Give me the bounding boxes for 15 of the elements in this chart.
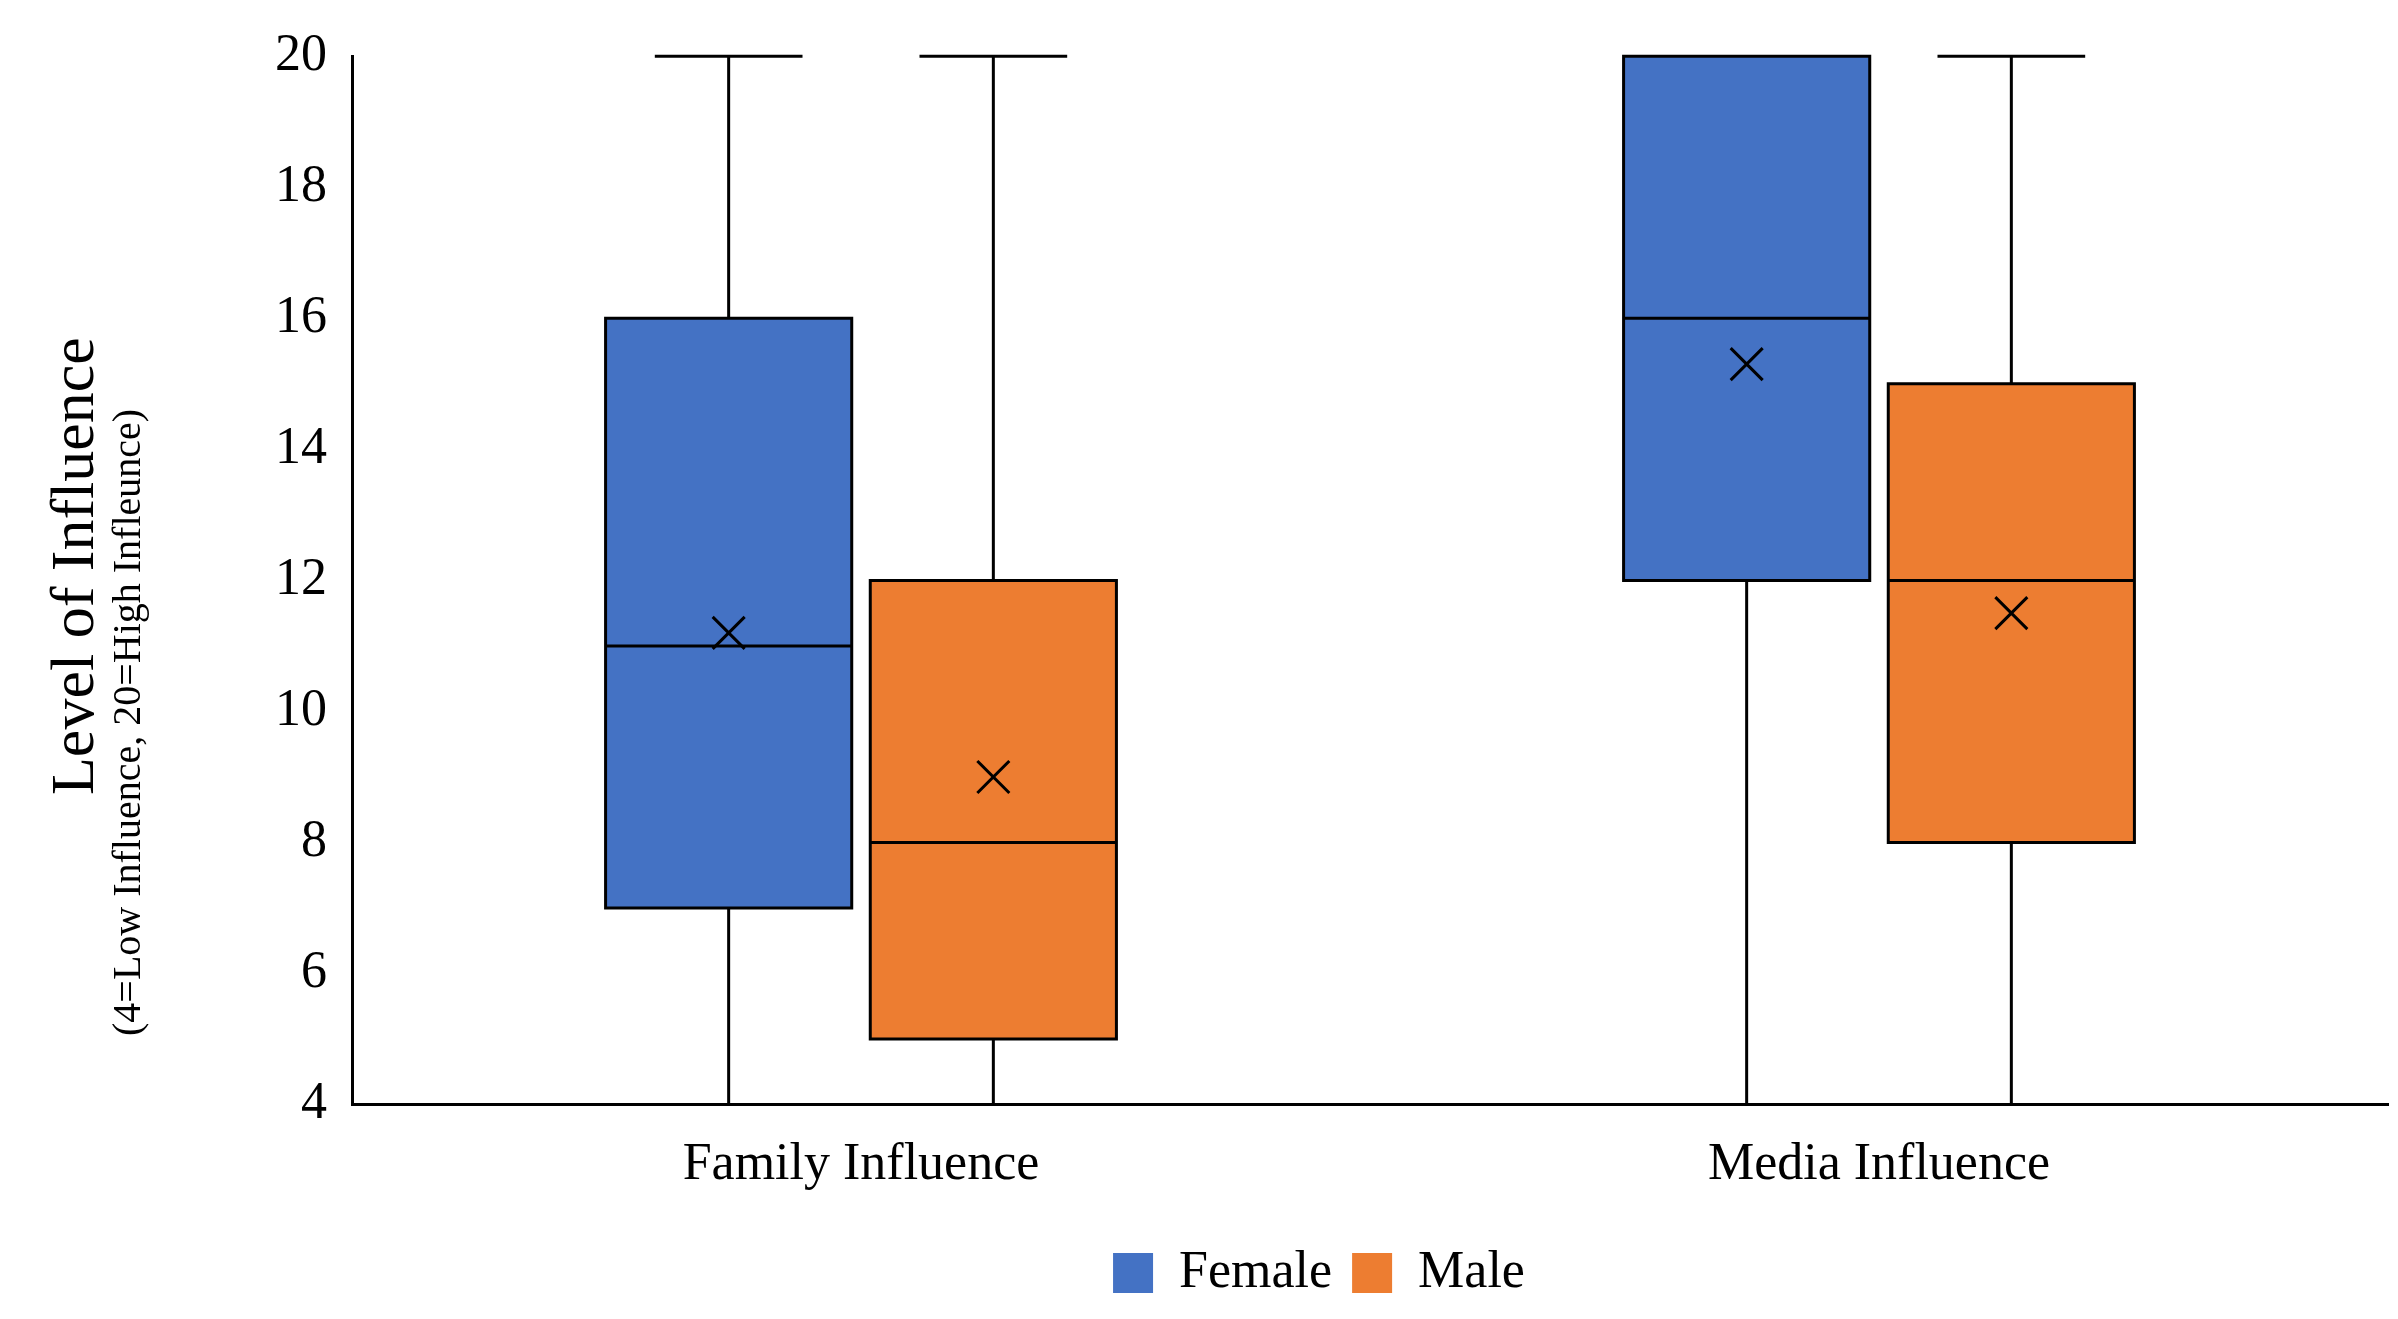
legend-label: Male: [1418, 1240, 1525, 1298]
y-axis-title: Level of Influence: [38, 336, 106, 798]
y-tick-label: 12: [275, 548, 327, 606]
y-tick-label: 20: [275, 23, 327, 81]
legend-label: Female: [1179, 1240, 1333, 1298]
y-tick-label: 18: [275, 154, 327, 212]
y-tick-label: 6: [301, 941, 327, 999]
y-tick-label: 14: [275, 417, 327, 475]
y-tick-label: 8: [301, 810, 327, 868]
x-tick-label: Family Influence: [682, 1133, 1040, 1191]
y-tick-label: 10: [275, 679, 327, 737]
x-tick-label: Media Influence: [1707, 1133, 2051, 1191]
y-tick-label: 16: [275, 285, 327, 343]
y-tick-label: 4: [301, 1072, 327, 1130]
text: (4=Low Influence, 20=High Infleunce): [104, 407, 150, 1038]
